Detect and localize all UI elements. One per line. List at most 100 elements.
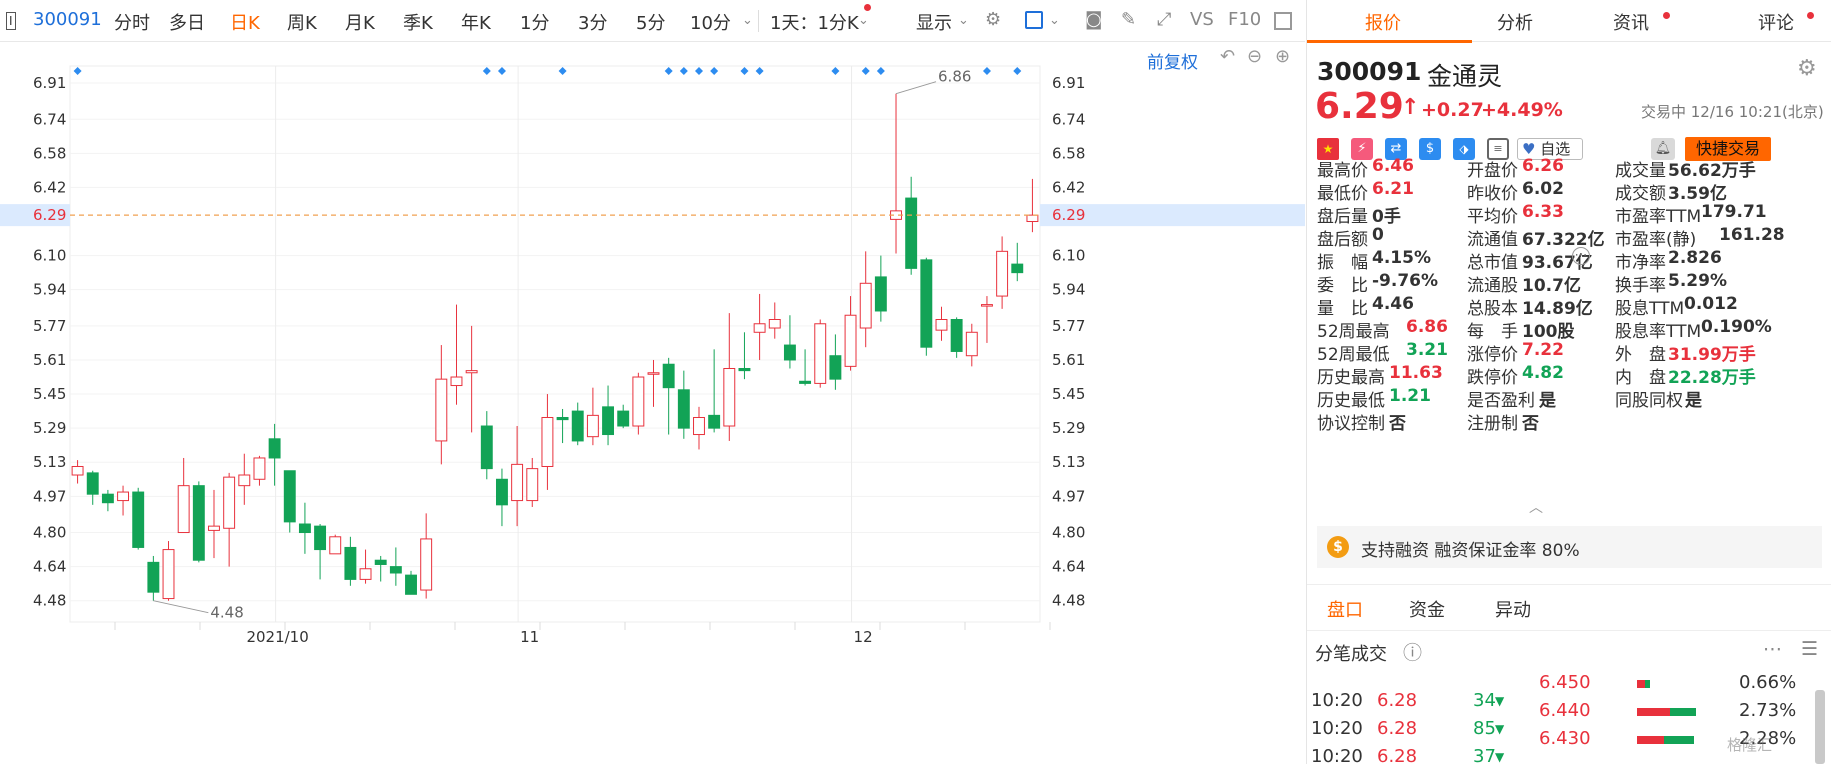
subtab-activity[interactable]: 异动 xyxy=(1495,600,1531,621)
y-tick-label-left: 6.10 xyxy=(33,247,66,265)
quick-trade-button[interactable]: 快捷交易 xyxy=(1685,137,1771,161)
multi-period-select[interactable]: 1天：1分K xyxy=(770,13,859,34)
stat-value: 6.26 xyxy=(1522,156,1564,176)
depth-bar-buy xyxy=(1637,708,1670,716)
chevron-down-icon[interactable]: ⌄ xyxy=(858,13,869,28)
stock-code[interactable]: 300091 xyxy=(33,9,102,30)
tab-quote[interactable]: 报价 xyxy=(1365,13,1401,34)
period-intraday[interactable]: 分时 xyxy=(114,13,150,34)
bell-icon[interactable]: 🔔︎ xyxy=(1651,138,1675,160)
watchlist-button[interactable]: ♥ 自选 xyxy=(1517,138,1583,160)
fullscreen-icon[interactable]: ⤢ xyxy=(1157,9,1172,30)
stat-label: 总市值 xyxy=(1467,253,1518,273)
stat-label: 成交量 xyxy=(1615,161,1666,181)
display-menu[interactable]: 显示 xyxy=(916,13,952,34)
stat-label: 每 手 xyxy=(1467,322,1518,342)
list-icon[interactable]: ☰ xyxy=(1801,638,1819,660)
y-tick-label-right: 5.61 xyxy=(1052,351,1085,369)
candle-body xyxy=(1011,263,1024,274)
notes-icon[interactable]: ≡ xyxy=(1487,138,1509,160)
china-flag-icon[interactable]: ★ xyxy=(1317,138,1339,160)
period-1min[interactable]: 1分 xyxy=(520,13,550,34)
stat-value: 0.190% xyxy=(1701,317,1772,337)
zoom-out-icon[interactable]: ⊖ xyxy=(1247,46,1263,67)
period-10min[interactable]: 10分 xyxy=(690,13,731,34)
dollar-icon[interactable]: $ xyxy=(1419,138,1441,160)
flash-icon[interactable]: ⚡ xyxy=(1351,138,1373,160)
stat-label: 历史最高 xyxy=(1317,368,1385,388)
divider xyxy=(1307,630,1831,631)
candle-body xyxy=(389,566,402,574)
period-quarterly[interactable]: 季K xyxy=(403,13,433,34)
chevron-down-icon[interactable]: ⌄ xyxy=(958,13,969,28)
period-multiday[interactable]: 多日 xyxy=(169,13,205,34)
y-tick-label-right: 5.94 xyxy=(1052,281,1085,299)
y-tick-label-left: 5.13 xyxy=(33,453,66,471)
layout-toggle-icon[interactable]: I xyxy=(6,12,16,30)
candle-body xyxy=(586,414,599,438)
depth-pct: 0.66% xyxy=(1739,672,1797,693)
info-icon[interactable]: ⓘ xyxy=(1403,642,1423,664)
tick-volume: 85 xyxy=(1473,718,1496,739)
stat-label: 成交额 xyxy=(1615,184,1666,204)
stat-label: 52周最高 xyxy=(1317,322,1390,342)
market-cap-more-icon[interactable]: ⋯ xyxy=(1572,247,1590,265)
heart-icon: ♥ xyxy=(1522,140,1536,158)
compare-button[interactable]: VS xyxy=(1190,9,1214,30)
zoom-in-icon[interactable]: ⊕ xyxy=(1275,46,1291,67)
tick-price: 6.28 xyxy=(1377,690,1418,711)
depth-bar-buy xyxy=(1637,736,1665,744)
period-3min[interactable]: 3分 xyxy=(578,13,608,34)
tab-comments[interactable]: 评论 xyxy=(1758,13,1794,34)
candle-body xyxy=(192,485,205,561)
subtab-orderbook[interactable]: 盘口 xyxy=(1327,600,1363,621)
shuffle-icon[interactable]: ⇄ xyxy=(1385,138,1407,160)
candle-body xyxy=(268,438,281,459)
active-tab-underline xyxy=(1307,40,1472,43)
period-weekly[interactable]: 周K xyxy=(287,13,317,34)
y-tick-label-right: 4.64 xyxy=(1052,558,1085,576)
y-tick-label-right: 4.97 xyxy=(1052,487,1085,505)
period-monthly[interactable]: 月K xyxy=(345,13,375,34)
candlestick-chart[interactable]: 6.91 6.91 6.74 6.74 6.58 6.58 6.42 6.42 6.29 6.29… xyxy=(0,43,1305,764)
reset-icon[interactable]: ↶ xyxy=(1220,46,1236,67)
stat-label: 协议控制 xyxy=(1317,414,1385,434)
candle-body xyxy=(238,474,251,487)
period-5min[interactable]: 5分 xyxy=(636,13,666,34)
candle-body xyxy=(905,197,918,269)
gear-icon[interactable]: ⚙ xyxy=(985,9,1002,30)
candle-body xyxy=(556,416,569,421)
tab-analysis[interactable]: 分析 xyxy=(1497,13,1533,34)
gear-icon[interactable]: ⚙ xyxy=(1797,56,1817,81)
chevron-down-icon[interactable]: ⌄ xyxy=(742,13,753,28)
tab-news[interactable]: 资讯 xyxy=(1613,13,1649,34)
panel-toggle-icon[interactable] xyxy=(1274,12,1292,30)
scrollbar[interactable] xyxy=(1815,690,1825,764)
candle-body xyxy=(859,282,872,329)
pencil-icon[interactable]: ✎ xyxy=(1121,9,1137,30)
watchlist-label: 自选 xyxy=(1540,140,1571,158)
subtab-capital[interactable]: 资金 xyxy=(1409,600,1445,621)
tag-icon[interactable]: ⬗ xyxy=(1453,138,1475,160)
y-tick-label-left: 4.80 xyxy=(33,524,66,542)
collapse-chevron-icon[interactable]: ︿ xyxy=(1529,500,1543,516)
trade-status-time: 交易中 12/16 10:21(北京) xyxy=(1641,103,1824,121)
more-icon[interactable]: ⋯ xyxy=(1763,638,1782,660)
camera-icon[interactable]: ◙ xyxy=(1085,9,1103,30)
stat-label: 内 盘 xyxy=(1615,368,1666,388)
candle-body xyxy=(1026,214,1039,223)
period-daily[interactable]: 日K xyxy=(230,13,260,34)
tick-price: 6.28 xyxy=(1377,746,1418,764)
stat-label: 涨停价 xyxy=(1467,345,1518,365)
stat-label: 52周最低 xyxy=(1317,345,1390,365)
candle-body xyxy=(935,319,948,331)
f10-button[interactable]: F10 xyxy=(1228,9,1262,30)
stat-value: 6.86 xyxy=(1406,317,1448,337)
tick-time: 10:20 xyxy=(1311,690,1363,711)
adjust-mode-button[interactable]: 前复权 xyxy=(1147,53,1198,73)
y-tick-label-right: 5.77 xyxy=(1052,317,1085,335)
box-select-icon[interactable] xyxy=(1025,11,1043,29)
chevron-down-icon[interactable]: ⌄ xyxy=(1049,13,1060,28)
stat-label: 换手率 xyxy=(1615,276,1666,296)
period-yearly[interactable]: 年K xyxy=(461,13,491,34)
